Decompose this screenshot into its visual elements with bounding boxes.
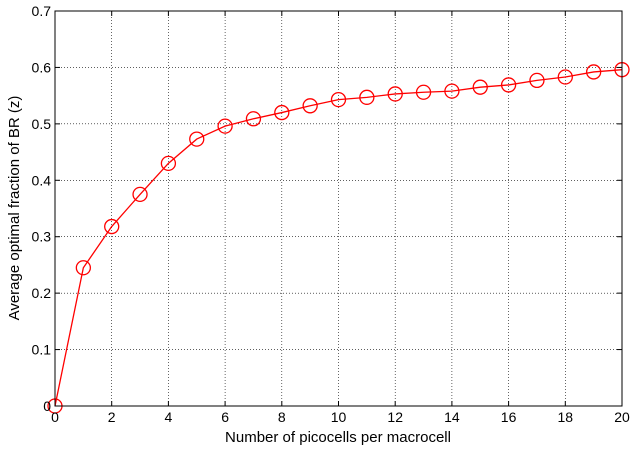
- x-tick-label: 18: [558, 409, 574, 425]
- y-axis-label: Average optimal fraction of BR (z): [6, 96, 23, 321]
- x-tick-label: 14: [444, 409, 460, 425]
- data-point: [189, 131, 205, 147]
- data-point: [472, 79, 488, 95]
- x-axis-label: Number of picocells per macrocell: [225, 429, 451, 446]
- y-tick-label: 0.5: [32, 116, 52, 132]
- y-tick-label: 0.3: [32, 229, 52, 245]
- y-tick-label: 0.1: [32, 342, 52, 358]
- data-point: [160, 155, 177, 172]
- x-tick-label: 6: [221, 409, 229, 425]
- data-point: [557, 69, 573, 85]
- data-point: [104, 218, 120, 235]
- plot-background: [55, 11, 622, 406]
- data-point: [529, 72, 545, 89]
- data-point: [586, 64, 602, 80]
- y-tick-label: 0.6: [32, 59, 52, 75]
- series-layer: [47, 62, 630, 414]
- data-point: [274, 104, 290, 121]
- x-tick-label: 20: [614, 409, 630, 425]
- data-point: [302, 98, 318, 114]
- data-point: [359, 89, 375, 105]
- data-point: [217, 118, 233, 134]
- data-point: [75, 260, 91, 276]
- series-line: [54, 69, 623, 407]
- data-point: [387, 86, 403, 102]
- data-point: [444, 83, 460, 99]
- y-tick-label: 0.2: [32, 285, 52, 301]
- data-point: [500, 77, 517, 93]
- x-tick-label: 0: [51, 409, 59, 425]
- data-point: [330, 91, 347, 108]
- y-tick-label: 0.4: [32, 172, 52, 188]
- y-tick-label: 0.7: [32, 3, 52, 19]
- data-point: [132, 186, 148, 203]
- data-point: [245, 111, 262, 127]
- x-tick-label: 8: [278, 409, 286, 425]
- x-tick-label: 2: [108, 409, 116, 425]
- x-tick-label: 16: [501, 409, 517, 425]
- y-tick-label: 0: [43, 398, 51, 414]
- axes-ticks: 0 2 4 6 8 10 12 14 16 18 20 0 0.1 0.2 0.3 0.4 0.5 0.6 0.7: [32, 3, 630, 425]
- data-point: [415, 84, 432, 100]
- x-tick-label: 4: [165, 409, 173, 425]
- x-tick-label: 10: [331, 409, 347, 425]
- x-tick-label: 12: [387, 409, 403, 425]
